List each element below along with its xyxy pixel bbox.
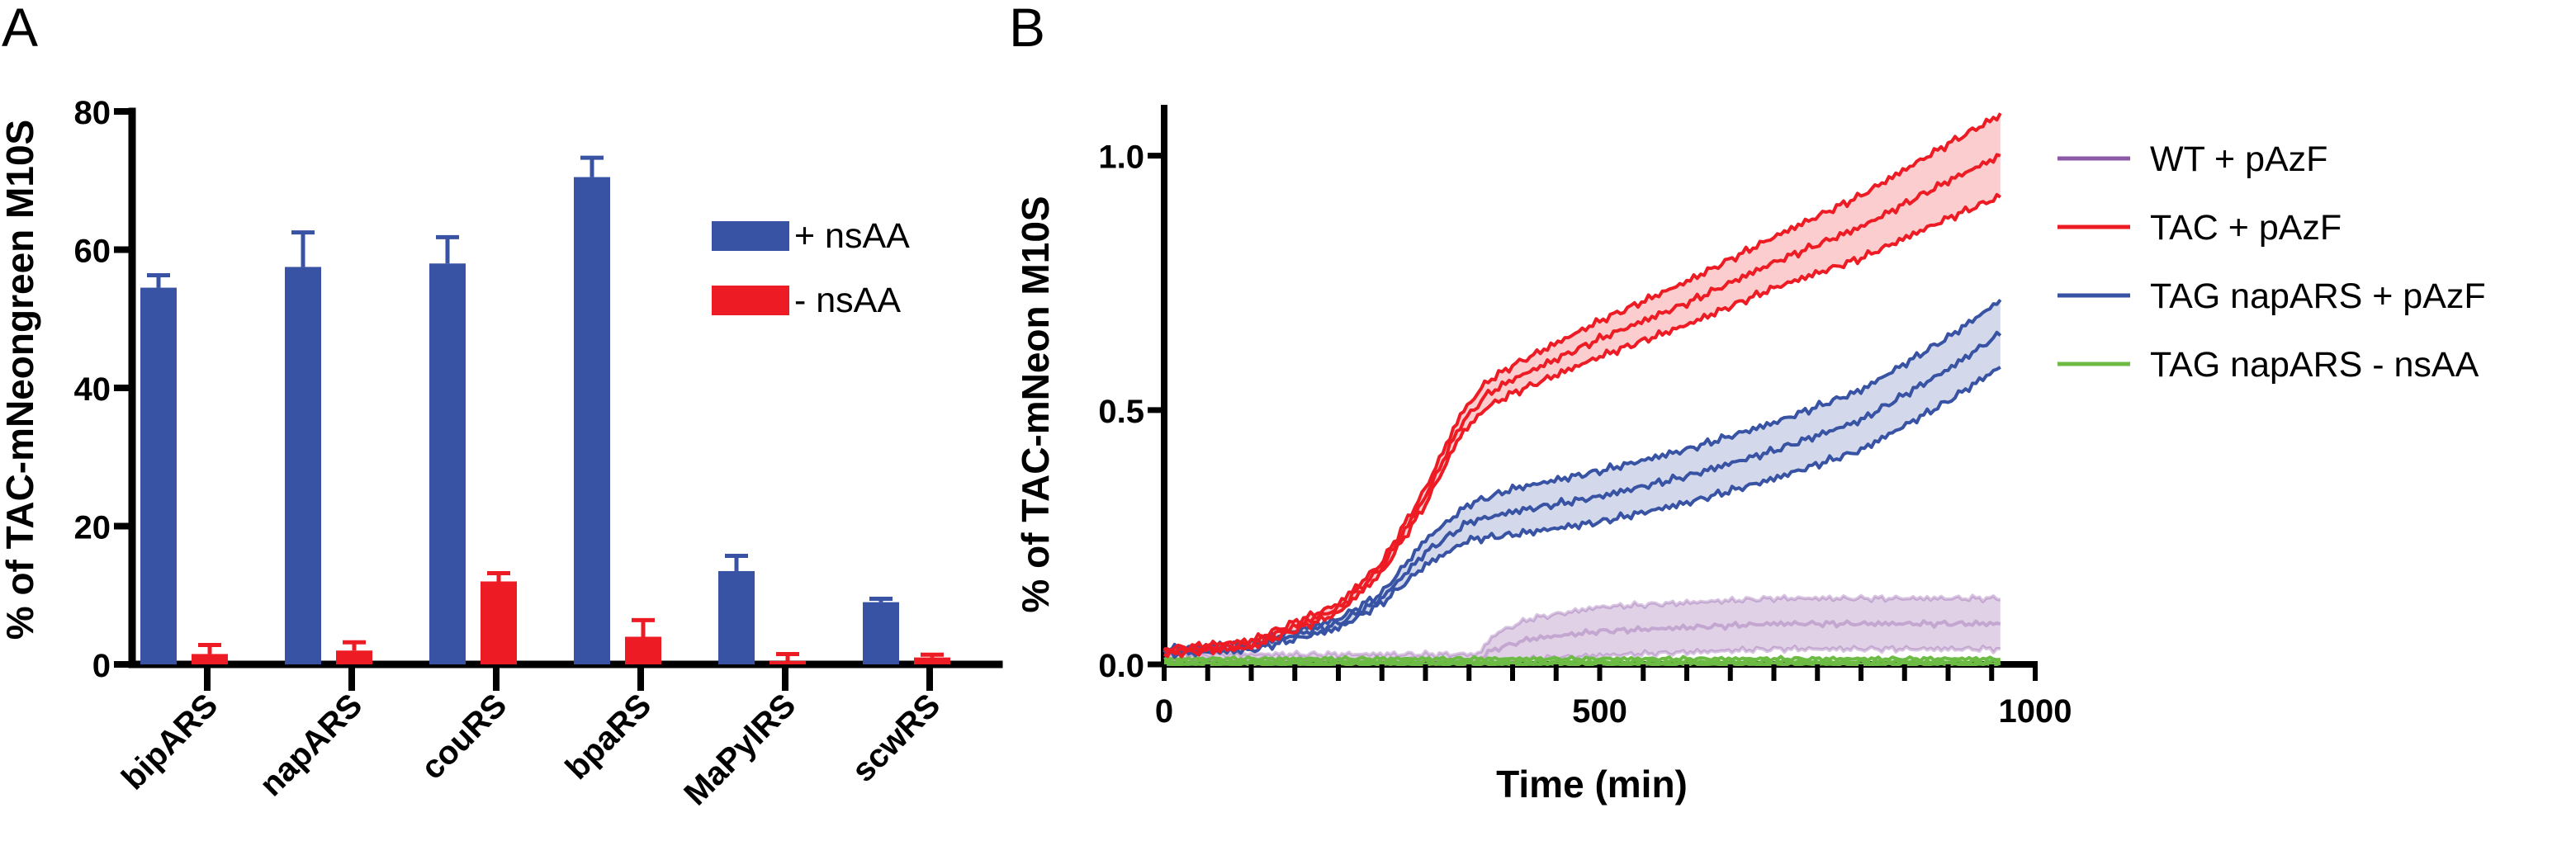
bar-category-label: MaPylRS	[677, 687, 803, 812]
bar-plus-nsaa	[429, 263, 466, 664]
bar-plus-nsaa	[574, 177, 610, 664]
mean-line-tag-napars-pazf	[1163, 330, 2002, 656]
line-chart-panel-b: % of TAC-mNeon M10S Time (min) 0 500 1000 0…	[1014, 105, 2486, 806]
legend-swatch-plus-nsaa	[712, 221, 789, 251]
bar-y-tick-label: 60	[74, 234, 111, 270]
bar-minus-nsaa	[192, 654, 228, 664]
bar-minus-nsaa	[336, 650, 372, 664]
bar-y-tick-label: 0	[92, 648, 111, 684]
band-wt-pazf	[1164, 595, 2001, 664]
bar-category-label: bpaRS	[559, 687, 659, 787]
bar-minus-nsaa	[914, 657, 950, 664]
panel-b-label: B	[1009, 0, 1045, 58]
legend-label-tag-napars-nsaa: TAG napARS - nsAA	[2150, 345, 2479, 385]
legend-label-wt-pazf: WT + pAzF	[2150, 139, 2327, 179]
legend-label-plus-nsaa: + nsAA	[794, 216, 910, 256]
mean-line-tac-pazf	[1163, 153, 2001, 654]
bar-y-tick-label: 80	[74, 95, 111, 131]
bar-minus-nsaa	[769, 660, 806, 664]
band-tac-pazf	[1164, 113, 2001, 657]
legend-label-tag-napars-pazf: TAG napARS + pAzF	[2150, 276, 2486, 316]
bar-plus-nsaa	[718, 570, 755, 664]
legend-label-minus-nsaa: - nsAA	[794, 281, 901, 320]
line-y-tick-label: 0.0	[1098, 648, 1144, 684]
bar-chart-ylabel: % of TAC-mNeongreen M10S	[0, 120, 41, 640]
lower-line-tag-napars-pazf	[1163, 366, 2001, 659]
legend-label-tac-pazf: TAC + pAzF	[2150, 208, 2342, 248]
bar-category-label: couRS	[414, 687, 514, 787]
bar-plus-nsaa	[863, 602, 899, 664]
bar-category-label: scwRS	[845, 687, 947, 789]
bar-category-label: bipARS	[115, 687, 225, 796]
mean-line-tag-napars-nsaa	[1163, 658, 2001, 666]
bar-chart-panel-a: % of TAC-mNeongreen M10S 0 20 40 60 80 bipARS…	[0, 95, 1003, 812]
panel-a-label: A	[2, 0, 38, 58]
line-chart-ylabel: % of TAC-mNeon M10S	[1014, 196, 1057, 612]
bar-category-label: napARS	[253, 687, 369, 803]
line-y-tick-label: 1.0	[1098, 139, 1144, 176]
line-x-tick-label: 1000	[1999, 693, 2072, 730]
bar-minus-nsaa	[625, 636, 661, 664]
legend-swatch-minus-nsaa	[712, 286, 789, 315]
line-x-tick-label: 500	[1572, 693, 1627, 730]
bar-plus-nsaa	[285, 267, 321, 664]
upper-line-tac-pazf	[1163, 112, 2002, 654]
bar-minus-nsaa	[481, 581, 517, 664]
upper-line-wt-pazf	[1163, 593, 2001, 659]
bar-y-tick-label: 20	[74, 510, 111, 546]
line-x-tick-label: 0	[1155, 693, 1173, 730]
bar-y-tick-label: 40	[74, 371, 111, 408]
bar-plus-nsaa	[140, 287, 177, 664]
line-y-tick-label: 0.5	[1098, 394, 1144, 430]
line-chart-xlabel: Time (min)	[1496, 763, 1688, 806]
